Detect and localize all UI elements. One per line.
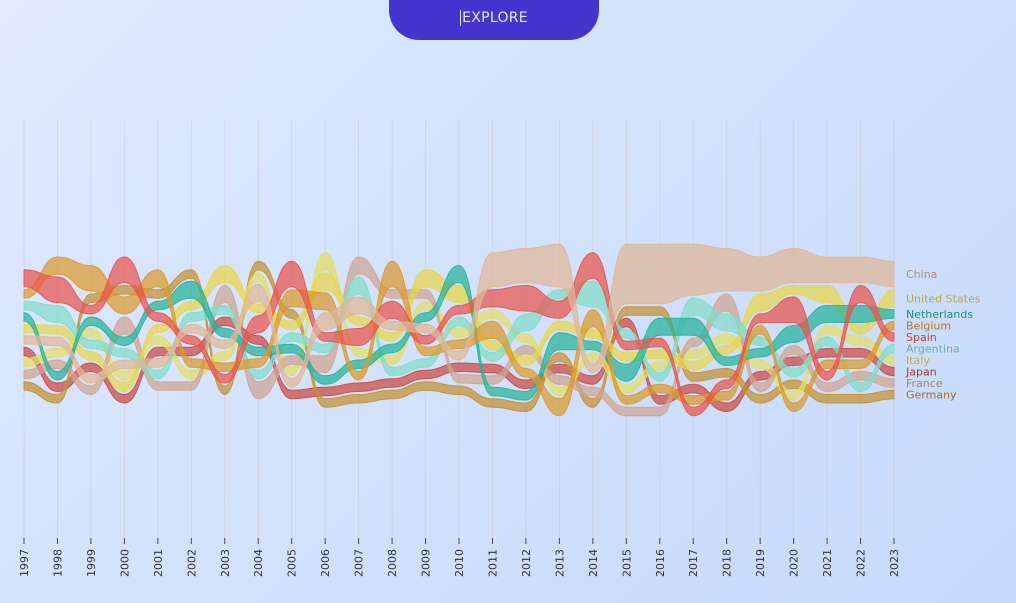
legend-label: United States <box>906 292 981 305</box>
series-stream-japan[interactable] <box>23 316 895 413</box>
x-tick-label: 2020 <box>788 549 801 577</box>
x-tick-label: 1998 <box>51 549 64 577</box>
x-axis: 1997 1998 1999 2000 2001 2002 2003 2004 2005 2006… <box>18 538 901 577</box>
x-tick-label: 2011 <box>486 549 499 577</box>
series-stream-china[interactable] <box>23 243 895 388</box>
legend-label: Italy <box>906 354 930 367</box>
legend-label: Belgium <box>906 320 951 333</box>
chart-series <box>23 243 895 417</box>
x-tick-label: 1999 <box>85 549 98 577</box>
x-tick-label: 2022 <box>855 549 868 577</box>
series-stream-belgium[interactable] <box>23 256 895 417</box>
x-tick-label: 2007 <box>353 549 366 577</box>
text-cursor <box>460 10 462 26</box>
x-tick-label: 2003 <box>219 549 232 577</box>
series-stream-germany[interactable] <box>23 260 895 413</box>
x-tick-label: 2016 <box>654 549 667 577</box>
legend-label: China <box>906 268 937 281</box>
legend: China United States NetherlandsBelgiumSpai… <box>905 268 981 402</box>
series-stream-netherlands[interactable] <box>23 264 895 401</box>
x-tick-label: 2013 <box>553 549 566 577</box>
x-tick-label: 2005 <box>286 549 299 577</box>
x-tick-label: 1997 <box>18 549 31 577</box>
legend-label: Spain <box>906 331 937 344</box>
x-tick-label: 2021 <box>821 549 834 577</box>
x-tick-label: 2009 <box>420 549 433 577</box>
legend-label: Japan <box>905 366 937 379</box>
x-tick-label: 2023 <box>888 549 901 577</box>
legend-label: France <box>906 377 943 390</box>
x-tick-label: 2008 <box>386 549 399 577</box>
legend-label: Germany <box>906 389 957 402</box>
series-stream-argentina[interactable] <box>23 276 895 393</box>
x-tick-label: 2019 <box>754 549 767 577</box>
x-tick-label: 2010 <box>453 549 466 577</box>
x-tick-label: 2018 <box>721 549 734 577</box>
explore-button-label: EXPLORE <box>462 10 528 26</box>
legend-label: Netherlands <box>906 308 973 321</box>
x-tick-label: 2017 <box>687 549 700 577</box>
x-tick-label: 2014 <box>587 549 600 577</box>
legend-label: Argentina <box>906 343 960 356</box>
x-tick-label: 2001 <box>152 549 165 577</box>
x-tick-label: 2015 <box>620 549 633 577</box>
x-tick-label: 2000 <box>118 549 131 577</box>
x-tick-label: 2006 <box>319 549 332 577</box>
x-tick-label: 2002 <box>185 549 198 577</box>
x-tick-label: 2004 <box>252 549 265 577</box>
explore-button[interactable]: EXPLORE <box>389 0 599 40</box>
x-tick-label: 2012 <box>520 549 533 577</box>
